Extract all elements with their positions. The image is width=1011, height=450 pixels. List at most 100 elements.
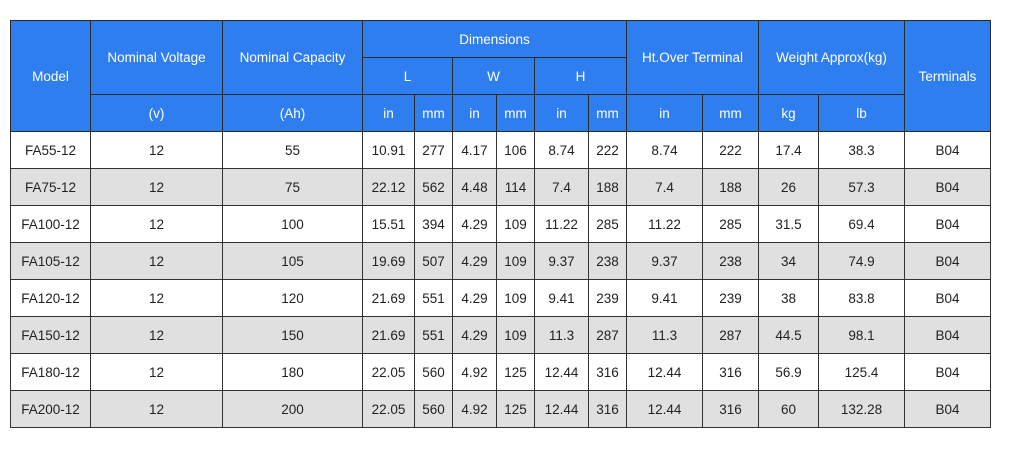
- cell-model: FA150-12: [10, 316, 91, 354]
- cell-terminal: B04: [904, 390, 991, 428]
- cell-model: FA75-12: [10, 168, 91, 206]
- cell-weight-kg: 38: [758, 279, 819, 317]
- header-weight: Weight Approx(kg): [758, 20, 905, 95]
- cell-l-in: 10.91: [362, 131, 415, 169]
- cell-terminal: B04: [904, 205, 991, 243]
- cell-capacity: 100: [222, 205, 363, 243]
- cell-capacity: 55: [222, 131, 363, 169]
- cell-model: FA100-12: [10, 205, 91, 243]
- cell-weight-kg: 56.9: [758, 353, 819, 391]
- table-header: Model Nominal Voltage Nominal Capacity D…: [10, 20, 991, 132]
- cell-weight-kg: 34: [758, 242, 819, 280]
- cell-weight-lb: 38.3: [818, 131, 905, 169]
- cell-l-in: 22.12: [362, 168, 415, 206]
- header-hot-mm: mm: [702, 94, 759, 132]
- cell-voltage: 12: [90, 390, 223, 428]
- cell-capacity: 150: [222, 316, 363, 354]
- cell-w-mm: 109: [496, 242, 535, 280]
- cell-hot-mm: 238: [702, 242, 759, 280]
- cell-w-mm: 109: [496, 316, 535, 354]
- cell-model: FA200-12: [10, 390, 91, 428]
- cell-hot-mm: 239: [702, 279, 759, 317]
- cell-capacity: 75: [222, 168, 363, 206]
- cell-weight-kg: 26: [758, 168, 819, 206]
- cell-h-in: 9.41: [534, 279, 589, 317]
- cell-h-mm: 316: [588, 390, 627, 428]
- cell-hot-mm: 316: [702, 390, 759, 428]
- cell-l-mm: 560: [414, 390, 453, 428]
- cell-h-mm: 238: [588, 242, 627, 280]
- cell-capacity: 120: [222, 279, 363, 317]
- cell-l-mm: 551: [414, 316, 453, 354]
- header-w-in: in: [452, 94, 497, 132]
- cell-w-mm: 109: [496, 205, 535, 243]
- cell-hot-in: 11.3: [626, 316, 703, 354]
- header-weight-kg: kg: [758, 94, 819, 132]
- header-dim-w: W: [452, 57, 535, 95]
- cell-w-mm: 109: [496, 279, 535, 317]
- cell-hot-in: 11.22: [626, 205, 703, 243]
- cell-w-in: 4.29: [452, 242, 497, 280]
- table-row: FA180-12 12 180 22.05 560 4.92 125 12.44 316 12.4…: [10, 353, 991, 391]
- cell-voltage: 12: [90, 205, 223, 243]
- cell-terminal: B04: [904, 353, 991, 391]
- cell-w-mm: 125: [496, 390, 535, 428]
- cell-weight-kg: 60: [758, 390, 819, 428]
- cell-w-in: 4.29: [452, 205, 497, 243]
- table-row: FA100-12 12 100 15.51 394 4.29 109 11.22 285 11.2…: [10, 205, 991, 243]
- cell-l-mm: 551: [414, 279, 453, 317]
- table-row: FA150-12 12 150 21.69 551 4.29 109 11.3 287 11.3 2…: [10, 316, 991, 354]
- cell-l-mm: 560: [414, 353, 453, 391]
- header-terminals: Terminals: [904, 20, 991, 132]
- header-h-mm: mm: [588, 94, 627, 132]
- cell-h-in: 12.44: [534, 353, 589, 391]
- header-nominal-capacity: Nominal Capacity: [222, 20, 363, 95]
- cell-w-in: 4.29: [452, 279, 497, 317]
- cell-w-mm: 125: [496, 353, 535, 391]
- header-hot-in: in: [626, 94, 703, 132]
- cell-hot-in: 12.44: [626, 390, 703, 428]
- cell-h-in: 11.22: [534, 205, 589, 243]
- table-body: FA55-12 12 55 10.91 277 4.17 106 8.74 222 8.74 222…: [10, 131, 991, 428]
- cell-hot-mm: 316: [702, 353, 759, 391]
- cell-l-in: 15.51: [362, 205, 415, 243]
- cell-h-mm: 188: [588, 168, 627, 206]
- cell-l-in: 19.69: [362, 242, 415, 280]
- cell-weight-lb: 57.3: [818, 168, 905, 206]
- battery-spec-table: Model Nominal Voltage Nominal Capacity D…: [10, 20, 991, 428]
- cell-terminal: B04: [904, 242, 991, 280]
- cell-hot-in: 7.4: [626, 168, 703, 206]
- cell-terminal: B04: [904, 168, 991, 206]
- cell-h-mm: 239: [588, 279, 627, 317]
- cell-weight-kg: 17.4: [758, 131, 819, 169]
- header-dim-l: L: [362, 57, 453, 95]
- cell-l-mm: 507: [414, 242, 453, 280]
- cell-hot-in: 12.44: [626, 353, 703, 391]
- header-voltage-unit: (v): [90, 94, 223, 132]
- table-row: FA200-12 12 200 22.05 560 4.92 125 12.44 316 12.4…: [10, 390, 991, 428]
- header-l-mm: mm: [414, 94, 453, 132]
- cell-weight-lb: 74.9: [818, 242, 905, 280]
- header-capacity-unit: (Ah): [222, 94, 363, 132]
- cell-voltage: 12: [90, 168, 223, 206]
- cell-model: FA105-12: [10, 242, 91, 280]
- cell-w-in: 4.29: [452, 316, 497, 354]
- spec-table-container: Model Nominal Voltage Nominal Capacity D…: [10, 20, 991, 428]
- cell-h-mm: 222: [588, 131, 627, 169]
- cell-terminal: B04: [904, 279, 991, 317]
- header-w-mm: mm: [496, 94, 535, 132]
- cell-voltage: 12: [90, 242, 223, 280]
- cell-hot-mm: 287: [702, 316, 759, 354]
- cell-model: FA55-12: [10, 131, 91, 169]
- header-ht-over-terminal: Ht.Over Terminal: [626, 20, 759, 95]
- cell-capacity: 105: [222, 242, 363, 280]
- cell-l-in: 22.05: [362, 353, 415, 391]
- header-l-in: in: [362, 94, 415, 132]
- cell-l-in: 21.69: [362, 279, 415, 317]
- cell-capacity: 180: [222, 353, 363, 391]
- cell-voltage: 12: [90, 131, 223, 169]
- table-row: FA120-12 12 120 21.69 551 4.29 109 9.41 239 9.41 2…: [10, 279, 991, 317]
- cell-w-in: 4.48: [452, 168, 497, 206]
- cell-voltage: 12: [90, 279, 223, 317]
- cell-weight-lb: 132.28: [818, 390, 905, 428]
